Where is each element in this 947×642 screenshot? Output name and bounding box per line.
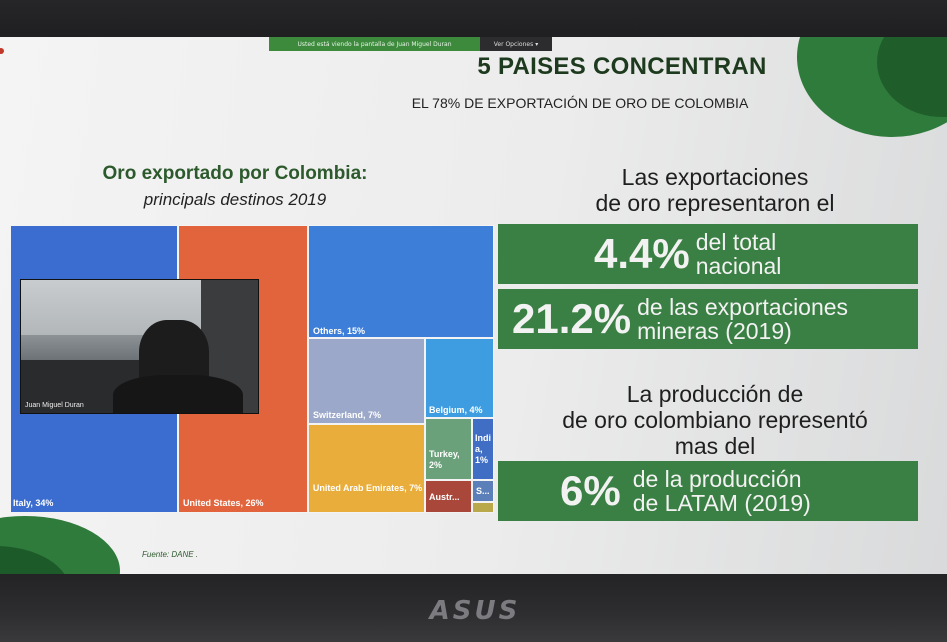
treemap-cell-belgium: Belgium, 4% (425, 338, 494, 418)
treemap-label: Switzerland, 7% (313, 410, 382, 420)
treemap-cell-other (472, 502, 494, 513)
treemap-cell-switzerland: Switzerland, 7% (308, 338, 425, 424)
treemap-cell-turkey: Turkey, 2% (425, 418, 472, 480)
chart-subtitle: principals destinos 2019 (143, 190, 327, 209)
treemap-cell-united-arab-emirates: United Arab Emirates, 7% (308, 424, 425, 513)
stat-value: 4.4% (594, 230, 690, 277)
treemap-cell-austria: Austr... (425, 480, 472, 513)
treemap-label: India, 1% (475, 433, 491, 465)
stat-box-latam: 6% de la producción de LATAM (2019) (498, 461, 918, 521)
stat-box-total: 4.4% del total nacional (498, 224, 918, 284)
participant-video[interactable]: Juan Miguel Duran (20, 279, 259, 414)
stat-text: de la producción de LATAM (2019) (632, 466, 811, 516)
treemap-label: United States, 26% (183, 498, 264, 508)
stat-value: 21.2% (512, 295, 632, 342)
treemap-label: Turkey, 2% (429, 449, 460, 470)
recording-indicator (0, 48, 4, 54)
treemap-cell-s: S... (472, 480, 494, 502)
stat-value: 6% (560, 467, 621, 514)
share-status-text: Usted está viendo la pantalla de Juan Mi… (269, 37, 480, 51)
treemap-label: Italy, 34% (13, 498, 54, 508)
stat-text: de las exportaciones mineras (2019) (637, 294, 849, 344)
laptop-bezel-top (0, 0, 947, 38)
participant-name: Juan Miguel Duran (25, 402, 84, 409)
stat-intro-1: Las exportaciones de oro representaron e… (595, 164, 835, 216)
stat-intro-2: La producción de de oro colombiano repre… (562, 381, 868, 459)
treemap-label: Belgium, 4% (429, 405, 483, 415)
view-options-button[interactable]: Ver Opciones ▾ (480, 37, 552, 51)
source-note: Fuente: DANE . (142, 550, 199, 559)
shared-screen: Usted está viendo la pantalla de Juan Mi… (0, 37, 947, 576)
slide-title: 5 PAISES CONCENTRAN (477, 53, 767, 80)
treemap-label: United Arab Emirates, 7% (312, 483, 423, 493)
laptop-bezel-bottom (0, 574, 947, 642)
laptop-brand-logo: ASUS (429, 596, 521, 626)
chevron-down-icon: ▾ (535, 40, 539, 48)
treemap-label: Others, 15% (313, 326, 366, 336)
slide-subtitle: EL 78% DE EXPORTACIÓN DE ORO DE COLOMBIA (411, 95, 749, 111)
stat-box-mineras: 21.2% de las exportaciones mineras (2019… (498, 289, 918, 349)
treemap-cell-india: India, 1% (472, 418, 494, 480)
view-options-label: Ver Opciones (493, 40, 534, 48)
treemap-label: Austr... (429, 492, 460, 502)
chart-title: Oro exportado por Colombia: (102, 163, 368, 184)
stat-text: del total nacional (695, 229, 782, 279)
treemap-label: S... (476, 486, 490, 496)
screen-share-banner: Usted está viendo la pantalla de Juan Mi… (269, 37, 552, 51)
treemap-cell-others: Others, 15% (308, 225, 494, 338)
